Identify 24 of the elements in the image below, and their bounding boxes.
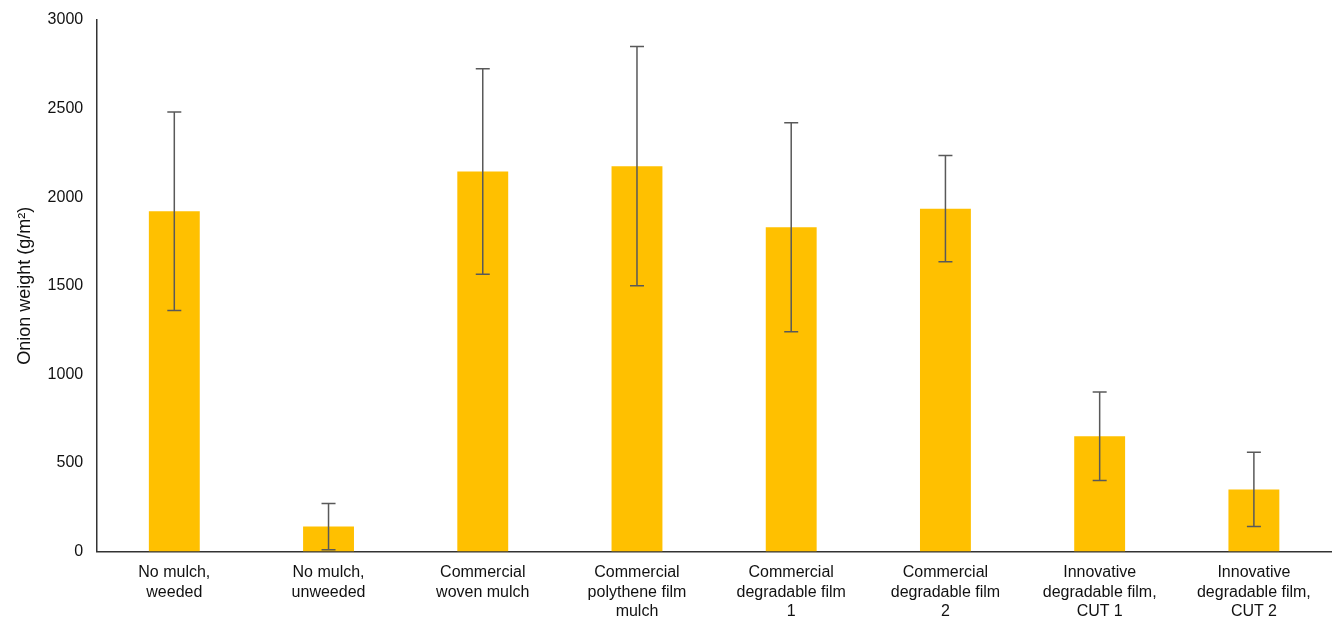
bar xyxy=(457,171,509,552)
y-axis-title: Onion weight (g/m²) xyxy=(13,206,34,365)
bar xyxy=(919,208,971,552)
bar xyxy=(1074,436,1126,552)
y-tick-label: 2500 xyxy=(47,98,84,116)
bar xyxy=(303,526,354,552)
bar xyxy=(765,227,817,552)
x-tick-label: Commercial degradable film 2 xyxy=(890,563,1001,619)
y-tick-label: 3000 xyxy=(47,10,84,28)
x-tick-label: No mulch, weeded xyxy=(138,563,211,600)
y-tick-label: 1500 xyxy=(47,276,84,294)
x-tick-label: Commercial woven mulch xyxy=(435,563,530,600)
x-tick-label: Commercial polythene film mulch xyxy=(587,563,687,619)
y-tick-label: 1000 xyxy=(47,364,84,382)
y-tick-label: 2000 xyxy=(47,187,84,205)
y-tick-label: 500 xyxy=(56,453,84,471)
x-tick-label: Innovative degradable film, CUT 2 xyxy=(1196,563,1311,619)
x-tick-label: No mulch, unweeded xyxy=(291,563,366,600)
bar xyxy=(148,211,200,552)
bar xyxy=(611,166,663,552)
bar xyxy=(1228,489,1280,552)
x-tick-label: Commercial degradable film 1 xyxy=(736,563,846,619)
x-tick-label: Innovative degradable film, CUT 1 xyxy=(1042,563,1157,619)
y-tick-label: 0 xyxy=(74,541,84,559)
